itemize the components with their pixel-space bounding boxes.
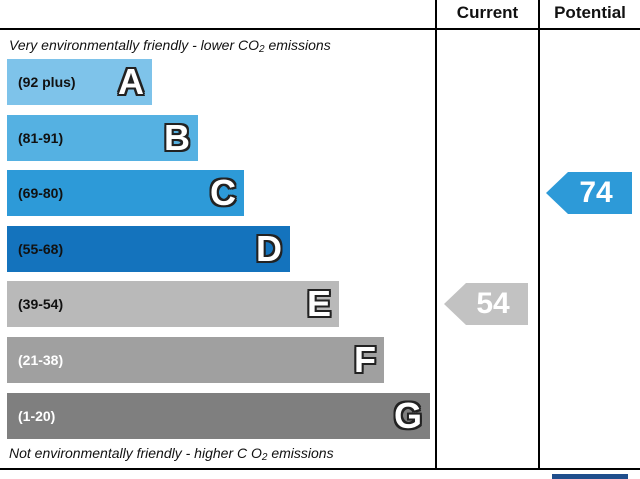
top-caption: Very environmentally friendly - lower CO… xyxy=(9,37,331,55)
band-letter: G xyxy=(393,395,422,436)
band-b: (81-91) B xyxy=(7,115,198,161)
band-range-label: (81-91) xyxy=(18,130,64,146)
band-e: (39-54) E xyxy=(7,281,339,327)
band-range-label: (55-68) xyxy=(18,241,64,257)
current-rating-marker: 54 xyxy=(444,283,528,325)
potential-rating-marker: 74 xyxy=(546,172,632,214)
band-d: (55-68) D xyxy=(7,226,290,272)
band-range-label: (39-54) xyxy=(18,296,64,312)
footer-accent xyxy=(552,474,628,479)
current-header: Current xyxy=(456,3,519,22)
bottom-caption: Not environmentally friendly - higher C … xyxy=(9,445,334,463)
band-range-label: (1-20) xyxy=(18,408,56,424)
current-rating-value: 54 xyxy=(476,287,510,320)
band-range-label: (92 plus) xyxy=(18,74,76,90)
band-letter: D xyxy=(256,228,282,269)
band-g: (1-20) G xyxy=(7,393,430,439)
bottom-border xyxy=(0,468,640,470)
band-letter: B xyxy=(164,117,190,158)
band-range-label: (21-38) xyxy=(18,352,64,368)
potential-rating-value: 74 xyxy=(579,176,613,209)
band-letter: A xyxy=(118,61,144,102)
band-letter: C xyxy=(210,172,236,213)
band-range-label: (69-80) xyxy=(18,185,64,201)
band-f: (21-38) F xyxy=(7,337,384,383)
band-letter: F xyxy=(354,339,376,380)
header-divider xyxy=(0,28,640,30)
potential-header: Potential xyxy=(554,3,626,22)
current-column-divider xyxy=(538,0,540,470)
band-a: (92 plus) A xyxy=(7,59,152,105)
band-letter: E xyxy=(306,283,331,324)
potential-arrow-shape xyxy=(546,172,632,214)
current-arrow-shape xyxy=(444,283,528,325)
band-column-divider xyxy=(435,0,437,470)
band-c: (69-80) C xyxy=(7,170,244,216)
